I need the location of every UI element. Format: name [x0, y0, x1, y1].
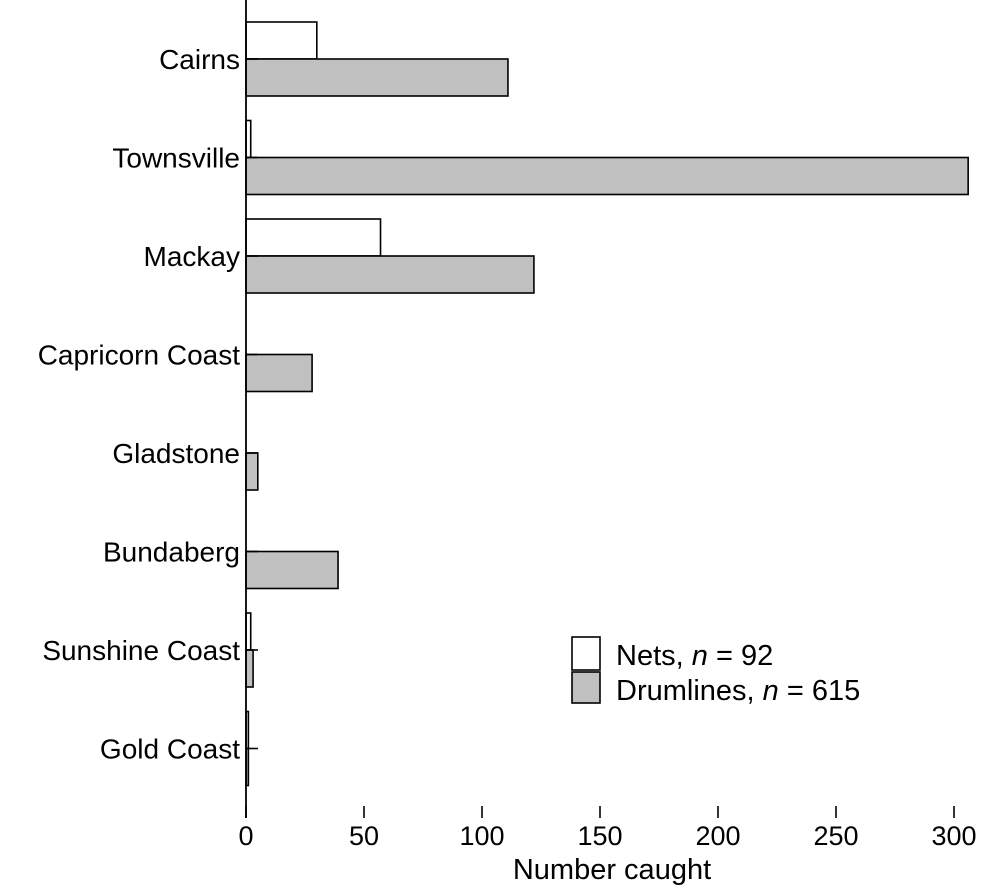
labels-layer: Cairns Townsville Mackay Capricorn Coast Gla…	[38, 44, 977, 851]
bar-drumlines-bundaberg	[245, 550, 339, 590]
bar-drumlines-capricorn-coast	[245, 353, 313, 393]
x-tick-label-100: 100	[459, 821, 504, 851]
legend-label-drumlines: Drumlines, n = 615	[616, 675, 860, 707]
axes-layer	[245, 0, 955, 818]
bar-nets-cairns	[245, 21, 318, 60]
legend-label-drumlines-count: = 615	[779, 675, 860, 707]
category-label-cairns: Cairns	[159, 44, 240, 75]
bar-drumlines-cairns	[245, 58, 509, 97]
category-label-bundaberg: Bundaberg	[103, 537, 240, 568]
x-tick-label-200: 200	[695, 821, 740, 851]
x-tick-label-50: 50	[349, 821, 379, 851]
category-label-townsville: Townsville	[112, 143, 240, 174]
category-label-gladstone: Gladstone	[112, 438, 240, 469]
category-label-gold-coast: Gold Coast	[100, 734, 240, 765]
x-tick-label-150: 150	[577, 821, 622, 851]
bar-nets-mackay	[245, 218, 382, 257]
category-label-mackay: Mackay	[144, 241, 240, 272]
legend-label-drumlines-text: Drumlines,	[616, 675, 763, 707]
category-label-capricorn-coast: Capricorn Coast	[38, 340, 241, 371]
legend-label-nets-text: Nets,	[616, 640, 692, 672]
legend-swatch-nets	[571, 636, 601, 671]
legend: Nets, n = 92 Drumlines, n = 615	[571, 636, 860, 707]
bars-layer	[245, 21, 969, 787]
legend-label-nets-count: = 92	[708, 640, 773, 672]
x-tick-label-0: 0	[238, 821, 253, 851]
legend-label-nets: Nets, n = 92	[616, 640, 773, 672]
bar-drumlines-gladstone	[245, 452, 259, 491]
legend-swatch-drumlines	[571, 671, 601, 704]
x-axis-label: Number caught	[513, 854, 711, 886]
x-tick-label-250: 250	[813, 821, 858, 851]
category-label-sunshine-coast: Sunshine Coast	[42, 635, 240, 666]
x-tick-label-300: 300	[931, 821, 976, 851]
legend-label-drumlines-n: n	[763, 675, 779, 707]
bar-drumlines-townsville	[245, 156, 969, 196]
bar-drumlines-mackay	[245, 255, 535, 294]
legend-label-nets-n: n	[692, 640, 708, 672]
bar-drumlines-sunshine-coast	[245, 649, 254, 688]
